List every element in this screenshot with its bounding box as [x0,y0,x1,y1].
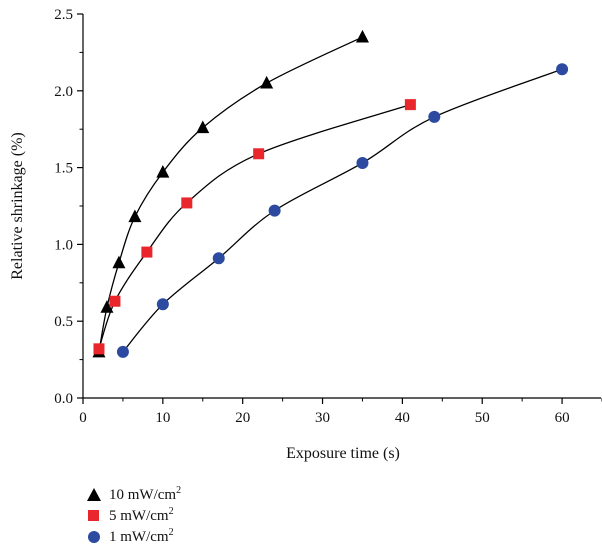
square-marker [253,148,265,160]
legend-square [88,509,99,521]
fit-curve-square [98,104,411,350]
y-tick-label: 2.0 [54,84,73,100]
x-tick-label: 60 [555,410,570,426]
y-tick-label: 0.0 [54,391,73,407]
legend-triangle [87,487,101,501]
circle-marker [212,252,225,265]
x-axis-title: Exposure time (s) [286,445,400,462]
triangle-marker [100,300,114,313]
legend-label-superscript: 2 [168,506,174,517]
circle-marker [268,204,281,217]
square-marker [109,295,121,307]
triangle-marker [260,75,274,89]
legend-label: 1 mW/cm2 [109,527,174,546]
data-markers [92,29,569,358]
x-tick-label: 0 [79,410,87,426]
legend-label-text: 10 mW/cm [109,487,177,503]
fit-curve-triangle [98,36,363,353]
y-tick-label: 1.0 [54,237,73,253]
triangle-marker [112,255,126,269]
square-marker [404,99,416,111]
legend-item: 1 mW/cm2 [86,526,306,547]
legend-label: 5 mW/cm2 [109,506,174,525]
y-axis-title: Relative shrinkage (%) [9,132,26,280]
square-marker [93,343,105,355]
legend-label-superscript: 2 [168,527,174,538]
x-tick-label: 30 [315,410,330,426]
y-tick-label: 2.5 [54,7,73,23]
chart: 0 10 20 30 40 50 60 0.0 0.5 1.0 1.5 2.0 2.5 Exposure… [9,7,602,462]
legend-circle-icon [88,530,100,543]
legend-item: 5 mW/cm2 [86,505,306,526]
circle-marker [556,63,569,76]
square-marker [141,246,153,258]
x-tick-label: 20 [235,410,250,426]
legend-square-icon [88,509,99,521]
square-marker [181,197,193,209]
x-tick-label: 40 [395,410,410,426]
x-tick-label: 10 [155,410,170,426]
y-tick-label: 0.5 [54,314,73,330]
triangle-marker [156,165,170,178]
legend-label-text: 1 mW/cm [109,529,169,545]
fit-curve-circle [122,68,563,353]
legend-label-superscript: 2 [176,485,182,496]
legend: 10 mW/cm2 5 mW/cm2 1 mW/cm2 [86,484,306,547]
triangle-marker [196,120,210,134]
circle-marker [428,110,441,123]
legend-label-text: 5 mW/cm [109,508,169,524]
triangle-marker [128,209,142,223]
axes: 0 10 20 30 40 50 60 0.0 0.5 1.0 1.5 2.0 2.5 [54,7,602,426]
legend-triangle-icon [87,487,101,501]
legend-item: 10 mW/cm2 [86,484,306,505]
legend-label: 10 mW/cm2 [109,485,181,504]
circle-marker [116,345,129,358]
circle-marker [356,156,369,169]
circle-marker [156,298,169,311]
y-tick-label: 1.5 [54,161,73,177]
legend-circle [88,530,100,543]
triangle-marker [355,29,369,43]
x-tick-label: 50 [475,410,490,426]
